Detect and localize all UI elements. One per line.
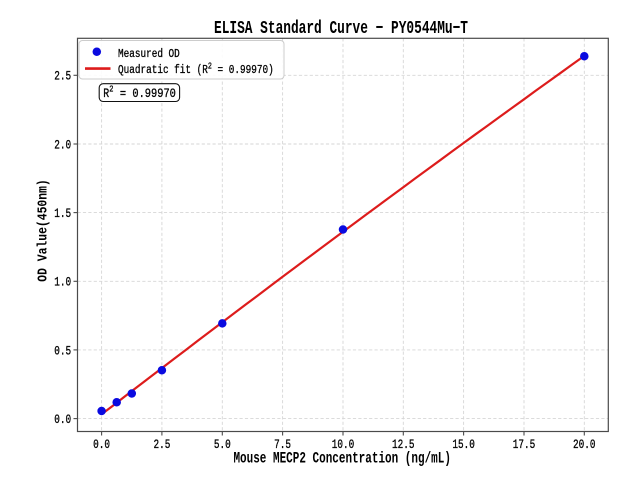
svg-text:2.5: 2.5 [153, 438, 170, 452]
svg-text:12.5: 12.5 [392, 438, 415, 452]
svg-text:Mouse MECP2 Concentration (ng/: Mouse MECP2 Concentration (ng/mL) [233, 450, 451, 468]
svg-text:7.5: 7.5 [274, 438, 291, 452]
svg-text:R: R [103, 86, 109, 101]
svg-text:2.5: 2.5 [54, 70, 71, 84]
svg-text:0.5: 0.5 [54, 344, 71, 358]
svg-text:17.5: 17.5 [513, 438, 536, 452]
svg-text:2: 2 [109, 84, 113, 95]
svg-text:10.0: 10.0 [332, 438, 355, 452]
svg-text:0.0: 0.0 [93, 438, 110, 452]
svg-text:2: 2 [208, 61, 212, 72]
svg-text:= 0.99970): = 0.99970) [212, 63, 274, 77]
svg-text:Quadratic fit (R: Quadratic fit (R [118, 63, 208, 77]
svg-text:= 0.99970: = 0.99970 [114, 86, 176, 101]
svg-text:ELISA Standard Curve − PY0544M: ELISA Standard Curve − PY0544Mu−T [214, 19, 468, 39]
svg-text:15.0: 15.0 [452, 438, 475, 452]
svg-text:OD Value(450nm): OD Value(450nm) [35, 179, 51, 282]
svg-text:1.0: 1.0 [54, 276, 71, 290]
svg-text:Measured OD: Measured OD [118, 47, 180, 61]
svg-text:0.0: 0.0 [54, 413, 71, 427]
svg-text:5.0: 5.0 [214, 438, 231, 452]
svg-text:20.0: 20.0 [573, 438, 596, 452]
svg-text:1.5: 1.5 [54, 207, 71, 221]
svg-text:2.0: 2.0 [54, 138, 71, 152]
